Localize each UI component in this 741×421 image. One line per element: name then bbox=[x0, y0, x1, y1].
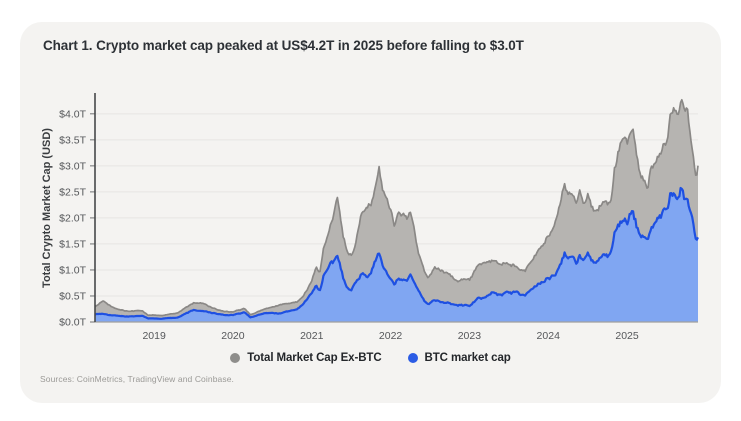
y-tick-label: $3.5T bbox=[59, 134, 86, 146]
legend-item-btc: BTC market cap bbox=[407, 352, 511, 364]
legend: Total Market Cap Ex-BTC BTC market cap bbox=[20, 352, 721, 364]
chart-title: Chart 1. Crypto market cap peaked at US$… bbox=[43, 38, 524, 53]
line-btc bbox=[94, 186, 699, 320]
x-tick-label: 2022 bbox=[379, 330, 403, 342]
y-tick-label: $2.0T bbox=[59, 212, 86, 224]
x-tick-label: 2025 bbox=[615, 330, 639, 342]
market-cap-area-chart: $0.0T $0.5T $1.0T $1.5T $2.0T $2.5T $3.0T $3.5T… bbox=[41, 93, 699, 342]
x-tick-label: 2024 bbox=[537, 330, 561, 342]
y-tick-label: $3.0T bbox=[59, 160, 86, 172]
y-axis-title: Total Crypto Market Cap (USD) bbox=[41, 128, 53, 288]
line-total-exbtc bbox=[94, 98, 699, 317]
y-tick-label: $1.5T bbox=[59, 238, 86, 250]
legend-label-exbtc: Total Market Cap Ex-BTC bbox=[247, 352, 382, 364]
x-tick-label: 2021 bbox=[300, 330, 324, 342]
x-tick-label: 2023 bbox=[458, 330, 482, 342]
chart-card: $0.0T $0.5T $1.0T $1.5T $2.0T $2.5T $3.0T $3.5T… bbox=[20, 22, 721, 403]
exbtc-swatch-icon bbox=[230, 353, 241, 363]
area-btc bbox=[95, 188, 698, 322]
y-tick-label: $4.0T bbox=[59, 108, 86, 120]
area-total-exbtc bbox=[95, 99, 698, 322]
x-tick-label: 2020 bbox=[221, 330, 245, 342]
y-tick-label: $1.0T bbox=[59, 264, 86, 276]
legend-label-btc: BTC market cap bbox=[424, 352, 511, 364]
y-tick-label: $2.5T bbox=[59, 186, 86, 198]
legend-item-exbtc: Total Market Cap Ex-BTC bbox=[230, 352, 382, 364]
y-tick-label: $0.0T bbox=[59, 317, 86, 329]
x-tick-label: 2019 bbox=[142, 330, 166, 342]
sources-note: Sources: CoinMetrics, TradingView and Co… bbox=[40, 374, 234, 384]
y-tick-label: $0.5T bbox=[59, 290, 86, 302]
btc-swatch-icon bbox=[407, 353, 418, 363]
